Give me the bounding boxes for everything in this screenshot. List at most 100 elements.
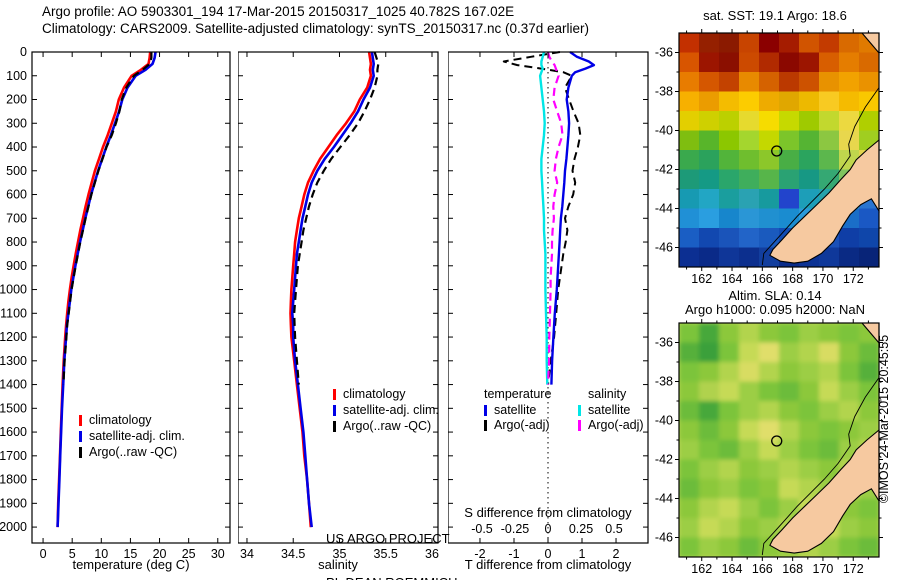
- svg-text:35: 35: [333, 547, 347, 561]
- salinity-axis-label: salinity: [318, 557, 358, 572]
- svg-text:1: 1: [579, 547, 586, 561]
- svg-text:1600: 1600: [0, 425, 27, 439]
- svg-text:10: 10: [94, 547, 108, 561]
- svg-text:-1: -1: [508, 547, 519, 561]
- s-satellite-line-swatch: [578, 405, 581, 416]
- legend-item: Argo(-adj): [484, 418, 551, 433]
- svg-text:1800: 1800: [0, 473, 27, 487]
- sla-map-title-line1: Altim. SLA: 0.14: [728, 288, 822, 303]
- svg-text:-40: -40: [655, 414, 673, 428]
- svg-text:-0.5: -0.5: [471, 522, 493, 536]
- t-satellite-line-swatch: [484, 405, 487, 416]
- legend-item: climatology: [333, 386, 439, 402]
- imos-credit: ©IMOS 24-Mar-2015 20:45:55: [877, 334, 891, 504]
- s-argo-line-swatch: [578, 420, 581, 431]
- svg-text:-40: -40: [655, 124, 673, 138]
- svg-text:162: 162: [691, 272, 712, 286]
- satellite-adj-line-swatch: [333, 404, 336, 416]
- svg-text:1200: 1200: [0, 330, 27, 344]
- svg-text:35.5: 35.5: [374, 547, 398, 561]
- svg-text:162: 162: [691, 562, 712, 576]
- svg-text:168: 168: [782, 272, 803, 286]
- s-difference-axis-label: S difference from climatology: [464, 505, 632, 520]
- svg-text:-38: -38: [655, 375, 673, 389]
- svg-text:20: 20: [153, 547, 167, 561]
- new-zealand-landmass: [761, 322, 880, 556]
- svg-text:166: 166: [752, 272, 773, 286]
- satellite-adj-line-swatch: [79, 430, 82, 442]
- svg-text:100: 100: [6, 69, 27, 83]
- svg-text:400: 400: [6, 140, 27, 154]
- svg-text:-42: -42: [655, 163, 673, 177]
- climatology-line-swatch: [79, 414, 82, 426]
- difference-salinity-legend: salinity satellite Argo(-adj): [578, 387, 644, 433]
- svg-text:1000: 1000: [0, 283, 27, 297]
- svg-text:36: 36: [425, 547, 439, 561]
- sla-map-title-line2: Argo h1000: 0.095 h2000: NaN: [685, 302, 865, 317]
- svg-text:-36: -36: [655, 46, 673, 60]
- svg-text:2000: 2000: [0, 520, 27, 534]
- legend-item: Argo(..raw -QC): [333, 418, 439, 434]
- svg-text:-42: -42: [655, 453, 673, 467]
- svg-text:166: 166: [752, 562, 773, 576]
- svg-text:170: 170: [813, 562, 834, 576]
- svg-text:900: 900: [6, 259, 27, 273]
- svg-text:0.5: 0.5: [605, 522, 622, 536]
- svg-text:-44: -44: [655, 492, 673, 506]
- legend-label: Argo(..raw -QC): [343, 419, 432, 433]
- difference-profile-panel: -2 -1 0 1 2 -0.5 -0.25 0 0.25 0.5: [448, 51, 649, 561]
- svg-text:-0.25: -0.25: [501, 522, 530, 536]
- svg-text:34: 34: [240, 547, 254, 561]
- svg-text:164: 164: [722, 272, 743, 286]
- project-credit: US ARGO PROJECT PI: DEAN ROEMMICH: [326, 503, 457, 580]
- svg-text:1500: 1500: [0, 401, 27, 415]
- salinity-profile-panel: 34 34.5 35 35.5 36: [238, 51, 439, 561]
- svg-text:-2: -2: [474, 547, 485, 561]
- svg-text:34.5: 34.5: [281, 547, 305, 561]
- svg-text:-46: -46: [655, 531, 673, 545]
- svg-text:172: 172: [843, 272, 864, 286]
- legend-item: satellite: [578, 403, 644, 418]
- svg-text:0.25: 0.25: [569, 522, 593, 536]
- temperature-legend: climatology satellite-adj. clim. Argo(..…: [79, 412, 185, 460]
- svg-text:170: 170: [813, 272, 834, 286]
- svg-text:-44: -44: [655, 202, 673, 216]
- legend-label: climatology: [343, 387, 406, 401]
- svg-text:1700: 1700: [0, 449, 27, 463]
- legend-item: satellite-adj. clim.: [79, 428, 185, 444]
- svg-text:168: 168: [782, 562, 803, 576]
- argo-float-location-marker: [771, 145, 783, 157]
- legend-item: satellite-adj. clim.: [333, 402, 439, 418]
- sst-map-title: sat. SST: 19.1 Argo: 18.6: [703, 8, 847, 23]
- legend-item: satellite: [484, 403, 551, 418]
- legend-header: temperature: [484, 387, 552, 401]
- svg-text:-36: -36: [655, 336, 673, 350]
- legend-label: Argo(-adj): [494, 417, 550, 432]
- sst-map-panel: 162 164 166 168 170 172 -46 -44 -42 -40 -38 -36: [655, 29, 883, 286]
- svg-text:164: 164: [722, 562, 743, 576]
- svg-text:1900: 1900: [0, 496, 27, 510]
- legend-label: climatology: [89, 413, 152, 427]
- svg-text:-38: -38: [655, 85, 673, 99]
- svg-text:0: 0: [545, 522, 552, 536]
- legend-item: Argo(..raw -QC): [79, 444, 185, 460]
- svg-text:0: 0: [40, 547, 47, 561]
- t-argo-line-swatch: [484, 420, 487, 431]
- argo-line-swatch: [79, 446, 82, 458]
- svg-text:-46: -46: [655, 241, 673, 255]
- svg-text:15: 15: [123, 547, 137, 561]
- project-credit-line2: PI: DEAN ROEMMICH: [326, 575, 457, 580]
- svg-text:500: 500: [6, 164, 27, 178]
- argo-float-location-marker: [771, 435, 783, 447]
- svg-text:700: 700: [6, 211, 27, 225]
- legend-header: salinity: [588, 387, 627, 401]
- svg-text:800: 800: [6, 235, 27, 249]
- svg-text:30: 30: [211, 547, 225, 561]
- legend-label: satellite-adj. clim.: [343, 403, 439, 417]
- svg-text:1300: 1300: [0, 354, 27, 368]
- svg-text:25: 25: [182, 547, 196, 561]
- temperature-profile-panel: 0 5 10 15 20 25 300100200300400500600700800900…: [0, 45, 231, 561]
- svg-text:300: 300: [6, 116, 27, 130]
- legend-label: Argo(..raw -QC): [89, 445, 178, 459]
- legend-item: climatology: [79, 412, 185, 428]
